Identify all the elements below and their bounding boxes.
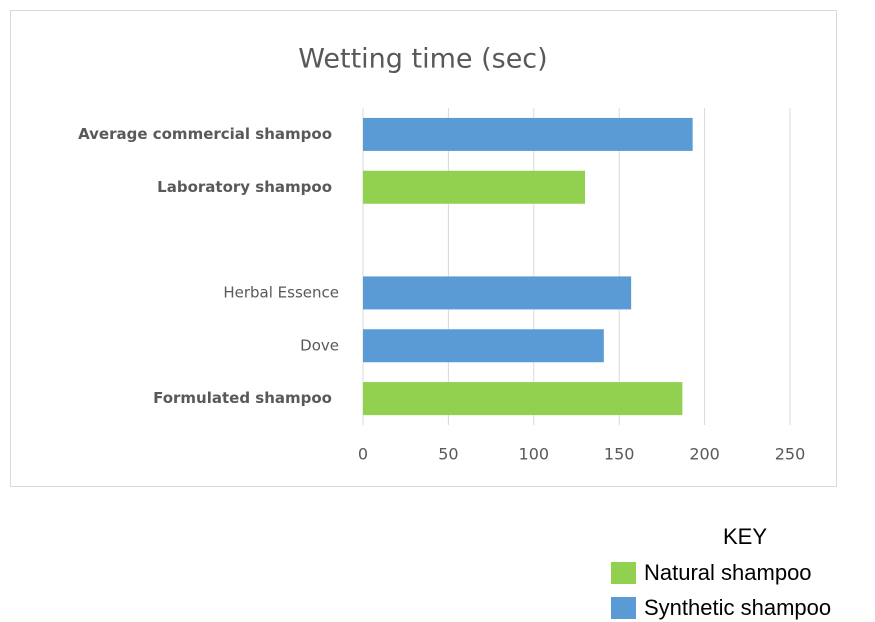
chart-border [10,10,837,487]
y-tick-label: Dove [300,336,339,354]
legend-swatch [611,562,636,584]
chart-title: Wetting time (sec) [298,44,547,75]
bar [363,117,693,151]
y-tick-label: Herbal Essence [223,283,339,301]
legend-title: KEY [723,524,767,549]
x-tick-label: 100 [519,445,550,464]
x-tick-label: 200 [689,445,720,464]
x-tick-label: 50 [438,445,458,464]
x-tick-label: 0 [358,445,368,464]
legend-label: Synthetic shampoo [644,595,831,620]
legend-label: Natural shampoo [644,560,812,585]
x-tick-label: 150 [604,445,635,464]
legend-swatch [611,597,636,619]
bar [363,276,632,310]
bar [363,170,586,204]
y-tick-label: Formulated shampoo [153,389,332,407]
y-tick-label: Laboratory shampoo [157,178,332,196]
x-tick-label: 250 [775,445,806,464]
bar [363,382,683,416]
bar [363,329,604,363]
y-tick-label: Average commercial shampoo [78,125,332,143]
